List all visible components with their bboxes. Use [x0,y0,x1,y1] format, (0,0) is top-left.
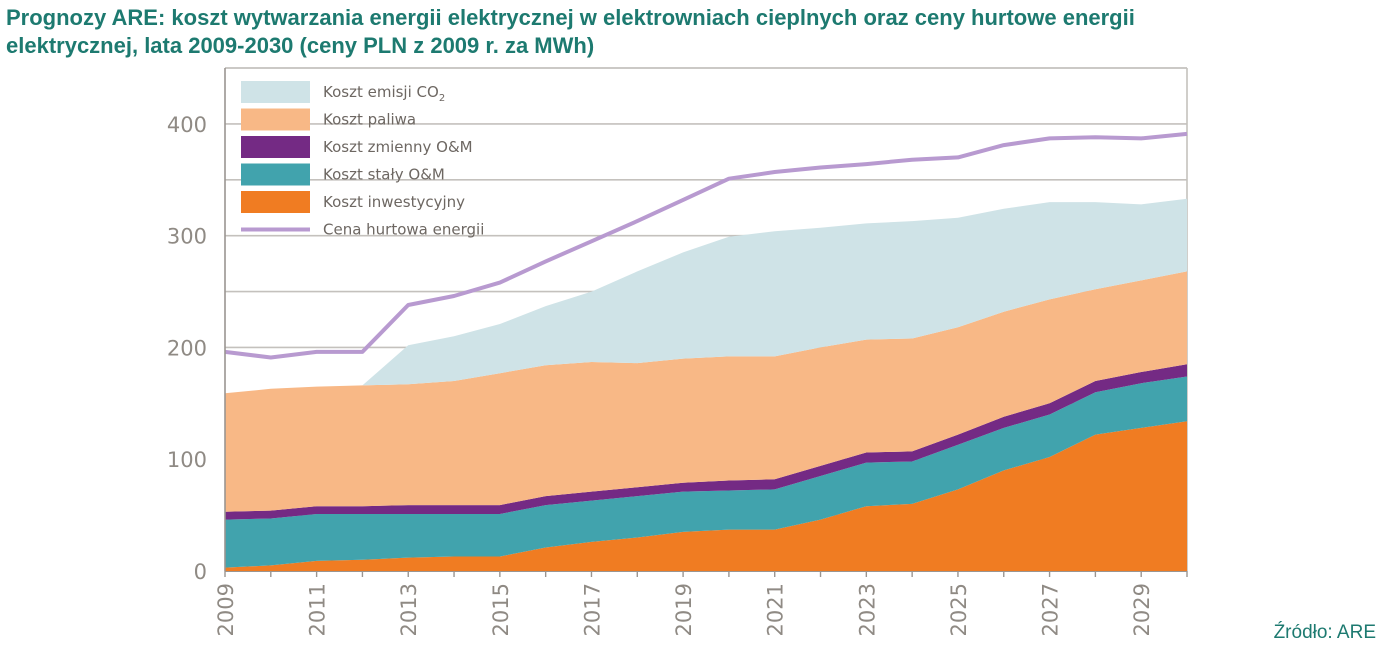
x-tick-label-2015: 2015 [489,583,513,636]
legend-swatch-1 [241,108,310,131]
y-tick-label-300: 300 [167,225,207,249]
y-tick-label-400: 400 [167,113,207,137]
x-tick-label-2029: 2029 [1130,583,1154,636]
area-series-0 [225,421,1187,571]
chart-title-line-1: Prognozy ARE: koszt wytwarzania energii … [6,5,1135,30]
x-tick-label-2009: 2009 [214,583,238,636]
area-series-2 [225,364,1187,520]
chart-title-line-2: elektrycznej, lata 2009-2030 (ceny PLN z… [6,33,595,58]
legend-label-subscript-0: 2 [439,93,445,104]
x-tick-label-2019: 2019 [672,583,696,636]
area-series-3 [225,271,1187,512]
legend-label-2: Koszt zmienny O&M [323,138,473,156]
x-tick-label-2023: 2023 [855,583,879,636]
y-tick-label-100: 100 [167,448,207,472]
x-tick-label-2027: 2027 [1039,583,1063,636]
y-tick-label-0: 0 [194,560,207,584]
legend-swatch-2 [241,136,310,158]
source-note: Źródło: ARE [1273,622,1376,643]
area-series-4 [225,198,1187,394]
legend-label-0: Koszt emisji CO2 [323,83,445,104]
area-series-1 [225,376,1187,568]
x-tick-label-2021: 2021 [764,583,788,636]
x-tick-label-2025: 2025 [947,583,971,636]
legend-label-4: Koszt inwestycyjny [323,193,465,211]
x-tick-label-2017: 2017 [580,583,604,636]
line-series-0 [224,131,1188,360]
legend-swatch-0 [241,81,310,103]
x-tick-label-2011: 2011 [306,583,330,636]
chart-title: Prognozy ARE: koszt wytwarzania energii … [6,4,1396,60]
x-tick-label-2013: 2013 [397,583,421,636]
legend-label-1: Koszt paliwa [323,111,416,129]
legend-label-5: Cena hurtowa energii [323,221,484,239]
legend-swatch-4 [241,191,310,213]
legend-label-3: Koszt stały O&M [323,166,445,184]
y-tick-label-200: 200 [167,336,207,360]
legend-swatch-3 [241,163,310,186]
